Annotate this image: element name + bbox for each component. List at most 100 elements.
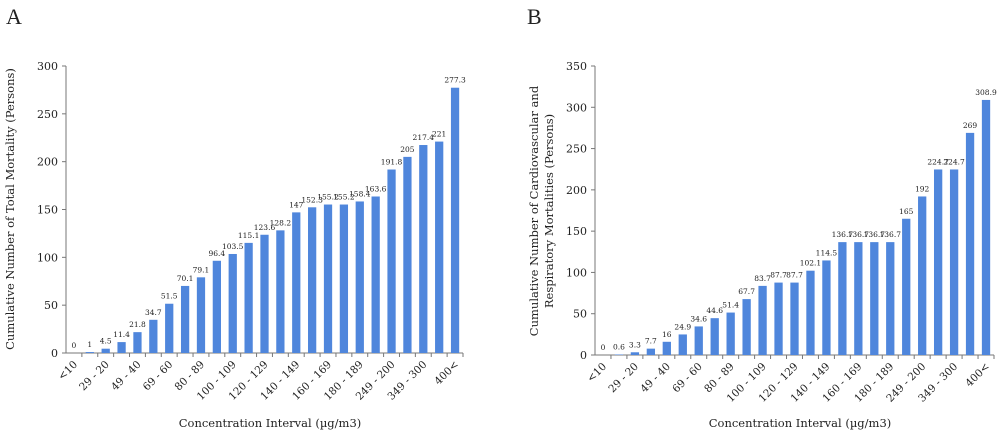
bar xyxy=(806,270,815,355)
x-tick-label: 49 - 40 xyxy=(638,361,673,396)
bar xyxy=(149,319,158,353)
y-tick-label: 50 xyxy=(573,308,587,321)
data-label: 224.7 xyxy=(943,157,965,166)
data-label: 155.2 xyxy=(317,193,339,202)
data-label: 115.1 xyxy=(238,231,259,240)
y-tick-label: 300 xyxy=(37,60,58,73)
bar xyxy=(323,204,333,353)
data-label: 83.7 xyxy=(754,274,771,283)
data-label: 165 xyxy=(899,207,914,216)
bar xyxy=(965,132,975,355)
x-tick-label: 49 - 40 xyxy=(109,359,144,394)
bar xyxy=(85,352,94,353)
y-tick-label: 250 xyxy=(37,108,58,121)
bar xyxy=(694,326,703,355)
panel-letter-b: B xyxy=(527,4,542,29)
bar xyxy=(244,242,253,353)
x-tick-label: <10 xyxy=(585,361,609,385)
bar xyxy=(918,196,927,355)
bar xyxy=(854,242,863,355)
data-label: 51.5 xyxy=(161,292,178,301)
x-tick-label: 29 - 20 xyxy=(77,359,112,394)
bar xyxy=(838,242,847,355)
data-label: 87.7 xyxy=(770,271,787,280)
bar xyxy=(662,341,671,355)
bar xyxy=(419,145,428,353)
y-axis-title: Cumulative Number of Cardiovascular and xyxy=(527,85,541,336)
y-axis-title: Cumulative Number of Total Mortality (Pe… xyxy=(3,68,17,350)
data-label: 163.6 xyxy=(365,184,387,193)
data-label: 24.9 xyxy=(674,322,691,331)
y-tick-label: 200 xyxy=(566,184,587,197)
bar xyxy=(774,282,783,355)
x-tick-label: 69 - 60 xyxy=(141,359,176,394)
data-label: 147 xyxy=(289,200,304,209)
y-tick-label: 100 xyxy=(566,266,587,279)
y-tick-label: 0 xyxy=(580,349,587,362)
bar xyxy=(165,303,174,353)
data-label: 277.3 xyxy=(444,76,466,85)
y-tick-label: 0 xyxy=(51,347,58,360)
data-label: 96.4 xyxy=(209,249,226,258)
data-label: 308.9 xyxy=(975,88,997,97)
chart-a-total-mortality: 0 50 100 150 200 250 300 0 1 4.511.421.8 34.7 51.5 7… xyxy=(3,60,466,430)
bar xyxy=(117,342,126,353)
data-label: 102.1 xyxy=(800,259,821,268)
data-label: 1 xyxy=(87,340,92,349)
data-label: 158.4 xyxy=(349,189,371,198)
bar xyxy=(981,99,991,355)
data-label: 34.6 xyxy=(690,314,707,323)
bar xyxy=(355,201,364,353)
data-label: 7.7 xyxy=(645,337,657,346)
bar xyxy=(387,169,396,353)
y-tick-label: 100 xyxy=(37,251,58,264)
bar xyxy=(710,318,719,355)
data-label: 0 xyxy=(72,341,77,350)
bar xyxy=(758,285,767,355)
data-label: 136.7 xyxy=(880,230,902,239)
x-axis-title: Concentration Interval (µg/m3) xyxy=(179,416,362,430)
x-tick-label: 400< xyxy=(963,361,992,390)
bar xyxy=(790,282,799,355)
bar xyxy=(276,230,285,353)
data-label: 217.4 xyxy=(413,133,435,142)
data-label: 269 xyxy=(963,121,978,130)
bar xyxy=(678,334,687,355)
data-label: 192 xyxy=(915,184,930,193)
y-tick-label: 150 xyxy=(566,225,587,238)
data-label: 128.2 xyxy=(270,218,292,227)
bar xyxy=(450,87,460,353)
bar xyxy=(371,196,380,353)
x-tick-label: <10 xyxy=(56,359,80,383)
bar xyxy=(822,260,831,355)
data-label: 67.7 xyxy=(738,287,755,296)
x-tick-label: 69 - 60 xyxy=(670,361,705,396)
data-label: 224.7 xyxy=(927,157,949,166)
y-tick-label: 300 xyxy=(566,101,587,114)
x-axis-title: Concentration Interval (µg/m3) xyxy=(709,416,892,430)
y-tick-label: 200 xyxy=(37,156,58,169)
bar xyxy=(212,260,221,353)
data-label: 79.1 xyxy=(193,265,210,274)
y-tick-label: 150 xyxy=(37,204,58,217)
data-label: 114.5 xyxy=(816,248,838,257)
data-label: 4.5 xyxy=(100,337,112,346)
bar xyxy=(886,242,895,355)
data-label: 205 xyxy=(400,145,415,154)
bar xyxy=(902,218,911,355)
bar xyxy=(435,141,444,353)
data-label: 191.8 xyxy=(381,158,403,167)
data-label: 136.7 xyxy=(848,230,870,239)
data-label: 0.6 xyxy=(613,343,625,352)
y-axis-title: Respiratory Mortalities (Persons) xyxy=(542,114,556,308)
data-label: 11.4 xyxy=(113,330,130,339)
data-label: 44.6 xyxy=(706,306,723,315)
y-tick-label: 250 xyxy=(566,143,587,156)
x-tick-label: 400< xyxy=(432,359,461,388)
data-label: 70.1 xyxy=(177,274,194,283)
data-label: 34.7 xyxy=(145,308,162,317)
data-label: 0 xyxy=(601,343,606,352)
bar xyxy=(870,242,879,355)
bar xyxy=(403,156,412,353)
